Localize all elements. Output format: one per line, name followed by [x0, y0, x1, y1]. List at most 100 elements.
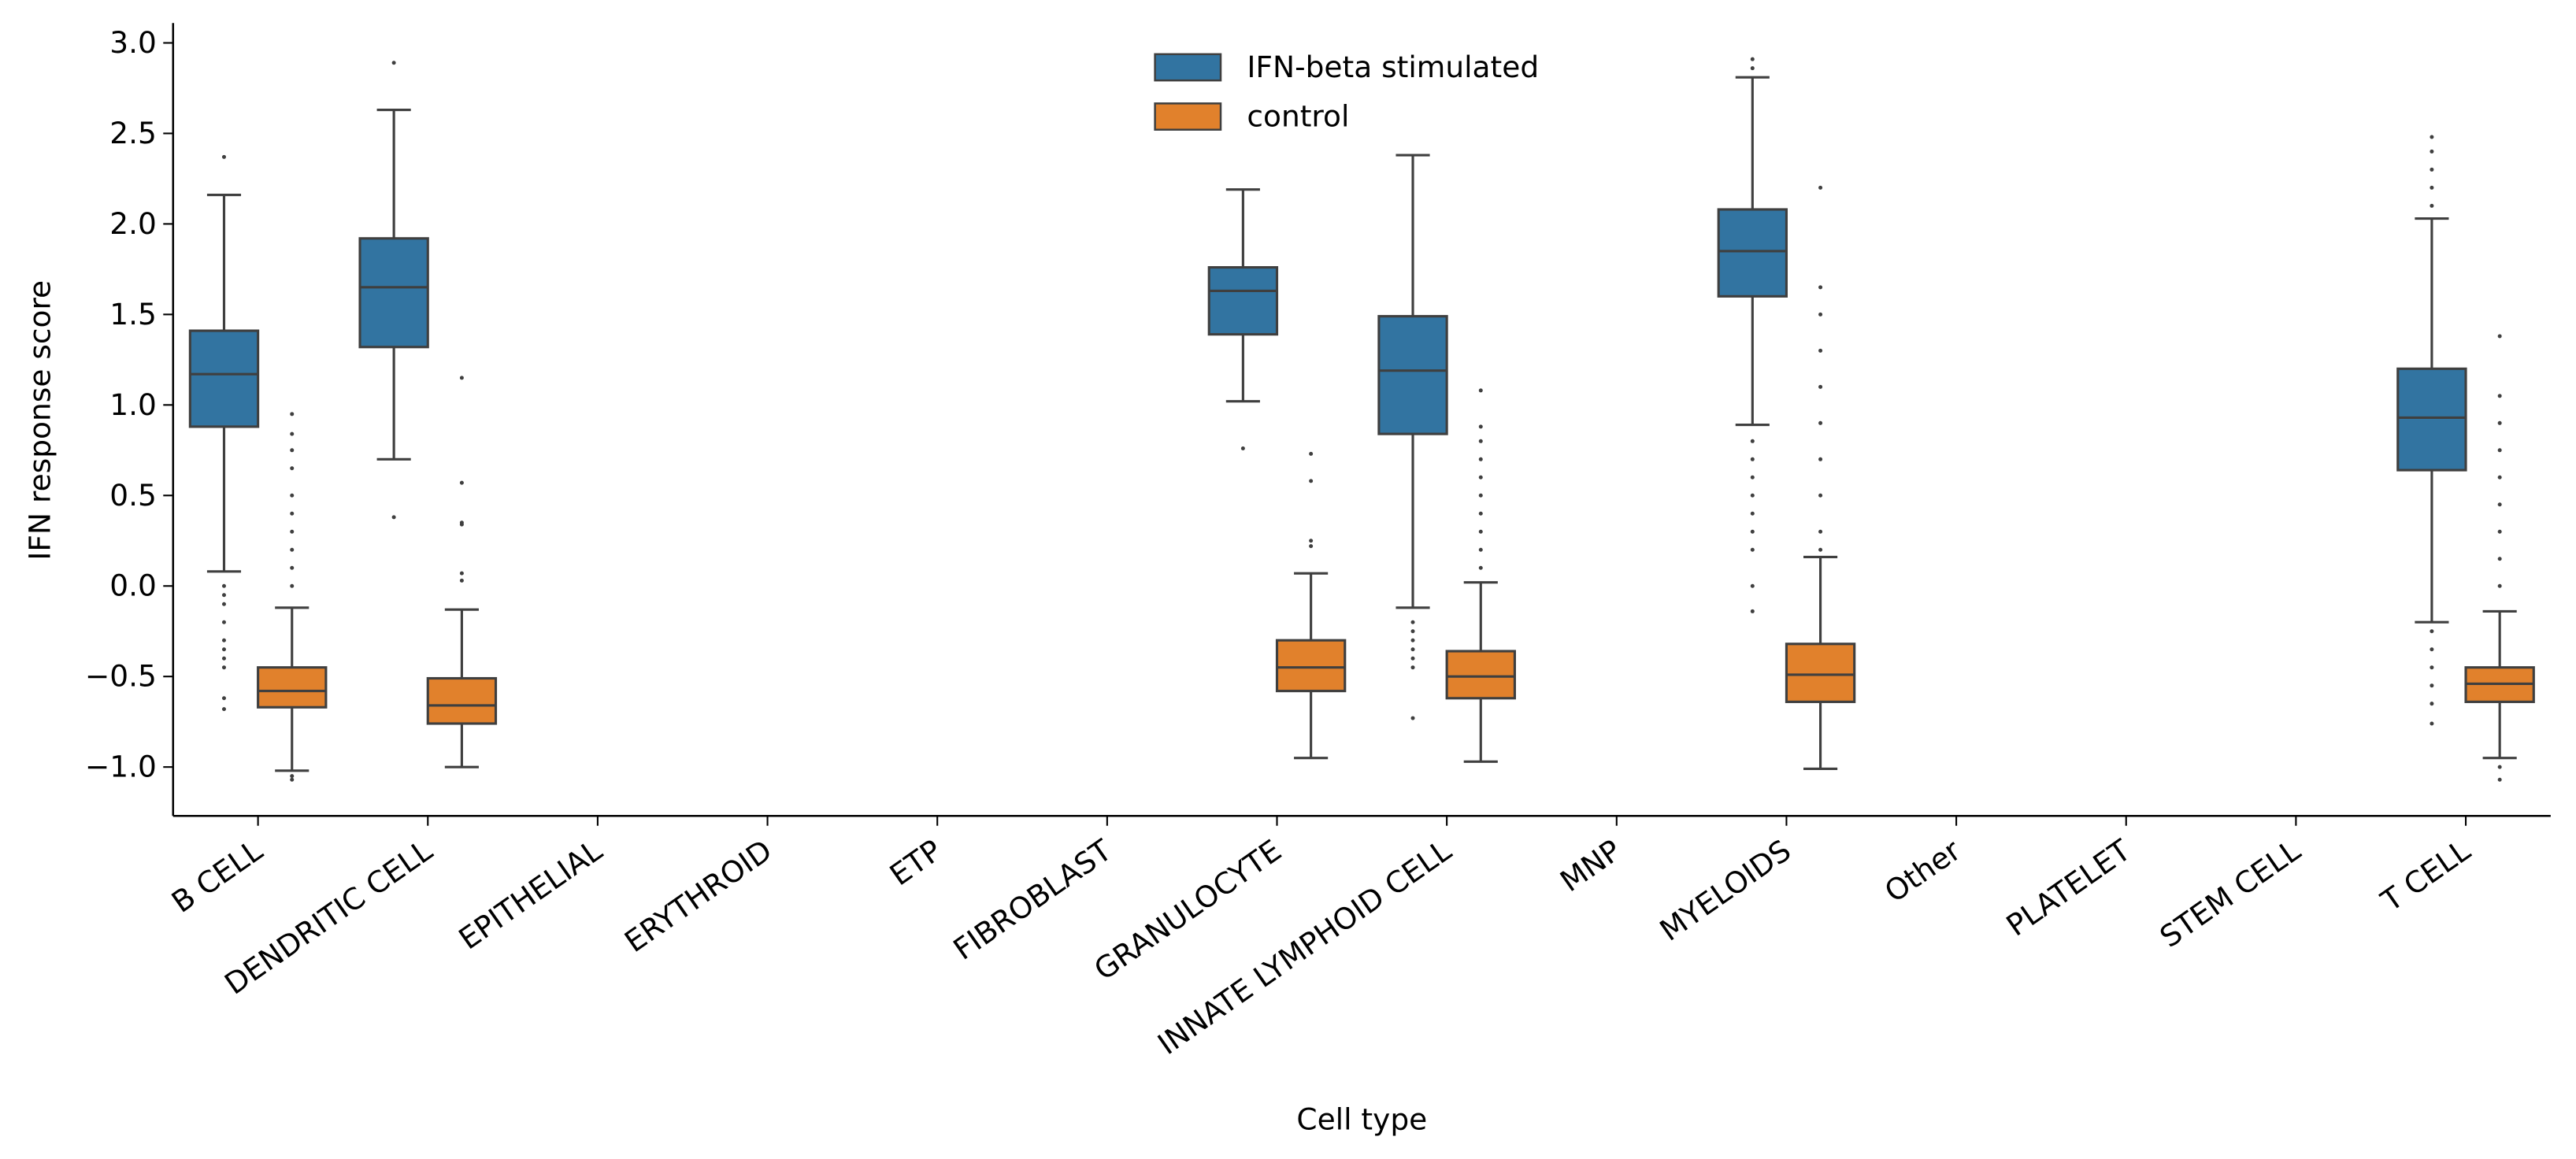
outlier — [1478, 511, 1483, 516]
outlier — [1410, 656, 1415, 661]
outlier — [1478, 547, 1483, 552]
box — [1377, 315, 1448, 435]
outlier — [2497, 777, 2502, 782]
legend-swatch — [1154, 53, 1222, 82]
outlier — [1750, 493, 1755, 498]
outlier — [221, 602, 226, 606]
outlier — [1818, 493, 1823, 498]
outlier — [2497, 394, 2502, 398]
box — [426, 676, 498, 725]
outlier — [1818, 384, 1823, 389]
outlier — [1478, 424, 1483, 429]
x-tick-label: MYELOIDS — [1654, 833, 1797, 948]
outlier — [1750, 66, 1755, 71]
box — [358, 237, 429, 349]
x-tick-label: T CELL — [2374, 833, 2477, 919]
outlier — [290, 431, 295, 436]
outlier — [2430, 167, 2434, 172]
outlier — [2430, 647, 2434, 652]
outlier — [290, 466, 295, 471]
outlier — [221, 656, 226, 661]
outlier — [1478, 565, 1483, 570]
outlier — [1750, 439, 1755, 443]
box — [1785, 642, 1856, 703]
x-tick-label: ERYTHROID — [618, 833, 778, 959]
outlier — [1750, 583, 1755, 588]
outlier — [391, 515, 396, 520]
outlier — [1478, 457, 1483, 461]
y-tick-label: −0.5 — [85, 659, 157, 694]
outlier — [1750, 547, 1755, 552]
outlier — [1410, 629, 1415, 634]
outlier — [2497, 529, 2502, 534]
outlier — [290, 777, 295, 782]
outlier — [1818, 529, 1823, 534]
outlier — [221, 638, 226, 642]
outlier — [1818, 420, 1823, 425]
outlier — [1750, 457, 1755, 461]
outlier — [459, 578, 464, 583]
outlier — [459, 522, 464, 527]
outlier — [290, 774, 295, 779]
outlier — [2497, 765, 2502, 769]
outlier — [1750, 529, 1755, 534]
x-tick-label: EPITHELIAL — [453, 833, 609, 957]
outlier — [290, 547, 295, 552]
outlier — [290, 529, 295, 534]
x-tick-label: MNP — [1554, 833, 1627, 899]
outlier — [2430, 185, 2434, 190]
y-tick-label: 0.0 — [109, 568, 157, 603]
x-tick-label: FIBROBLAST — [947, 832, 1119, 967]
outlier — [1478, 529, 1483, 534]
box — [2396, 367, 2467, 472]
box — [257, 666, 328, 709]
box — [1717, 208, 1788, 298]
outlier — [2430, 683, 2434, 688]
outlier — [2497, 557, 2502, 561]
outlier — [1309, 544, 1314, 549]
outlier — [1478, 475, 1483, 480]
outlier — [2430, 629, 2434, 634]
x-axis-label: Cell type — [1296, 1102, 1427, 1136]
outlier — [1818, 185, 1823, 190]
outlier — [1309, 479, 1314, 483]
outlier — [2497, 334, 2502, 339]
outlier — [290, 565, 295, 570]
y-tick-label: 2.0 — [109, 206, 157, 241]
y-tick-label: 1.0 — [109, 387, 157, 422]
outlier — [1410, 638, 1415, 642]
outlier — [290, 493, 295, 498]
legend-swatch — [1154, 102, 1222, 131]
y-tick-label: 0.5 — [109, 478, 157, 513]
y-tick-label: −1.0 — [85, 750, 157, 784]
x-tick-label: Other — [1878, 832, 1967, 909]
box — [1207, 266, 1279, 336]
outlier — [1750, 511, 1755, 516]
outlier — [2430, 149, 2434, 154]
box — [188, 329, 260, 428]
outlier — [1410, 665, 1415, 670]
outlier — [221, 665, 226, 670]
outlier — [290, 448, 295, 453]
outlier — [221, 707, 226, 712]
outlier — [1478, 439, 1483, 443]
legend-label: IFN-beta stimulated — [1247, 50, 1539, 84]
outlier — [2497, 475, 2502, 480]
outlier — [459, 480, 464, 485]
outlier — [290, 412, 295, 417]
y-tick-label: 3.0 — [109, 25, 157, 60]
x-tick-label: B CELL — [165, 833, 269, 920]
x-tick-label: INNATE LYMPHOID CELL — [1151, 833, 1458, 1062]
y-tick-label: 1.5 — [109, 297, 157, 331]
outlier — [1818, 312, 1823, 317]
y-tick-label: 2.5 — [109, 116, 157, 150]
outlier — [1478, 493, 1483, 498]
y-axis-label: IFN response score — [22, 280, 57, 561]
outlier — [1309, 539, 1314, 543]
outlier — [2497, 502, 2502, 507]
x-tick-label: ETP — [884, 833, 948, 893]
outlier — [221, 647, 226, 652]
outlier — [221, 154, 226, 159]
outlier — [290, 583, 295, 588]
outlier — [391, 61, 396, 65]
